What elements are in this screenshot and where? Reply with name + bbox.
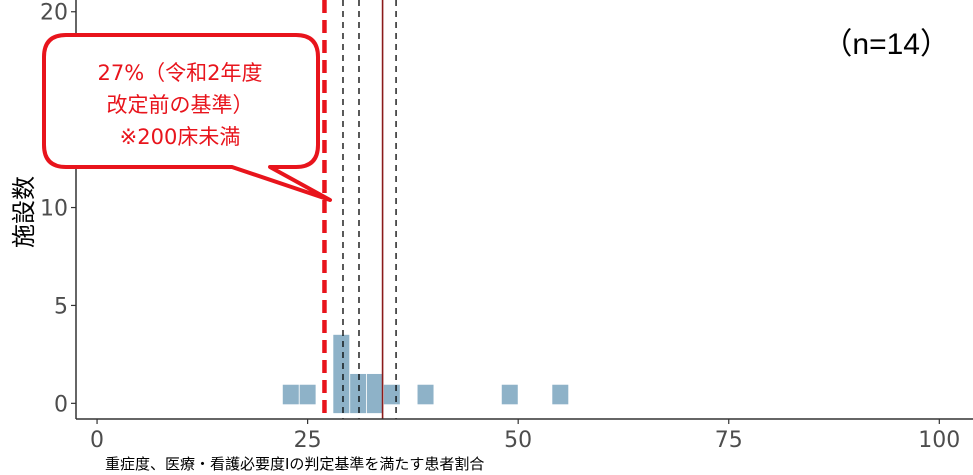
x-tick-label: 25 [294,428,322,453]
callout-line-3: ※200床未満 [120,125,241,149]
y-axis-label: 施設数 [10,176,38,248]
x-ticks-group: 0 25 50 75 100 [90,419,960,453]
x-tick-label: 75 [715,428,743,453]
histogram-bar [417,384,434,405]
bars-group [282,334,569,414]
sample-size-label: （n=14） [822,28,950,61]
y-tick-label: 10 [40,197,68,222]
histogram-bar [350,373,367,414]
histogram-bar [552,384,569,405]
histogram-bar [383,384,400,405]
y-tick-label: 20 [40,1,68,26]
callout-shape [42,33,332,202]
callout-line-2: 改定前の基準） [107,93,254,117]
histogram-bar [282,384,299,405]
histogram-bar [299,384,316,405]
histogram-bar [333,334,350,414]
x-tick-label: 50 [504,428,532,453]
y-tick-label: 0 [54,392,68,417]
x-axis-label: 重症度、医療・看護必要度Ⅰの判定基準を満たす患者割合 [105,455,484,473]
x-tick-label: 100 [918,428,960,453]
callout-line-1: 27%（令和2年度 [97,61,262,85]
y-tick-label: 5 [54,294,68,319]
histogram-bar [366,373,384,414]
callout-bubble: 27%（令和2年度 改定前の基準） ※200床未満 [42,33,332,202]
histogram-bar [501,384,518,405]
reference-lines-group [322,0,397,419]
y-ticks-group: 0 5 10 20 [40,1,76,417]
x-tick-label: 0 [90,428,104,453]
